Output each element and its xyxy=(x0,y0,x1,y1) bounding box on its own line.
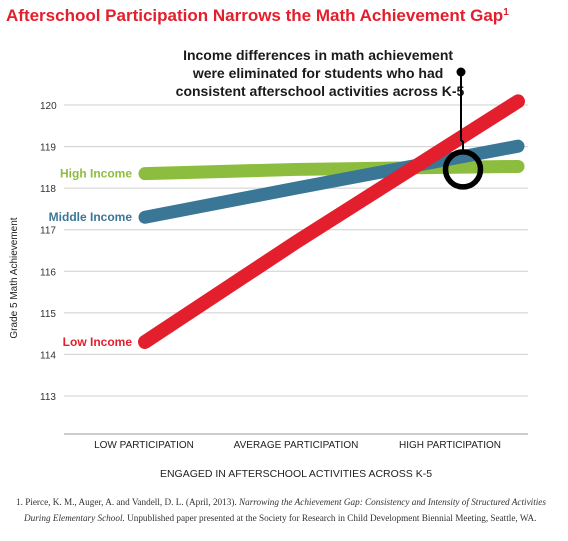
y-tick-label-120: 120 xyxy=(40,101,57,112)
annotation-dot xyxy=(456,67,466,77)
x-category-label: LOW PARTICIPATION xyxy=(94,440,194,451)
y-axis-label: Grade 5 Math Achievement xyxy=(9,217,20,338)
footnote: 1. Pierce, K. M., Auger, A. and Vandell,… xyxy=(16,497,548,523)
y-tick-label-113: 113 xyxy=(40,392,56,403)
y-tick-label-118: 118 xyxy=(40,184,56,195)
y-tick-label-114: 114 xyxy=(40,350,56,361)
series-labels: High Income Middle Income Low Income xyxy=(49,167,133,349)
series-lines xyxy=(138,94,525,349)
series-line-low-income xyxy=(138,94,525,349)
series-label-high-income: High Income xyxy=(60,167,132,181)
x-axis-label: ENGAGED IN AFTERSCHOOL ACTIVITIES ACROSS… xyxy=(160,468,432,480)
series-line-middle-income xyxy=(138,139,525,224)
y-tick-label-117: 117 xyxy=(40,226,56,237)
series-line-high-income xyxy=(138,159,525,181)
chart-title: Afterschool Participation Narrows the Ma… xyxy=(6,6,509,25)
x-axis-categories: LOW PARTICIPATION AVERAGE PARTICIPATION HI… xyxy=(94,440,501,451)
x-category-label: AVERAGE PARTICIPATION xyxy=(234,440,359,451)
y-axis-ticks: 113 114 115 116 117 118 119 120 xyxy=(40,101,57,403)
annotation-text: Income differences in math achievement w… xyxy=(176,47,465,99)
annotation-marker-group xyxy=(442,67,484,190)
x-category-label: HIGH PARTICIPATION xyxy=(399,440,501,451)
y-tick-label-116: 116 xyxy=(40,267,56,278)
series-label-middle-income: Middle Income xyxy=(49,210,133,224)
y-tick-label-115: 115 xyxy=(40,309,56,320)
series-label-low-income: Low Income xyxy=(63,335,133,349)
y-tick-label-119: 119 xyxy=(40,143,56,154)
annotation-circle-marker xyxy=(442,149,484,190)
